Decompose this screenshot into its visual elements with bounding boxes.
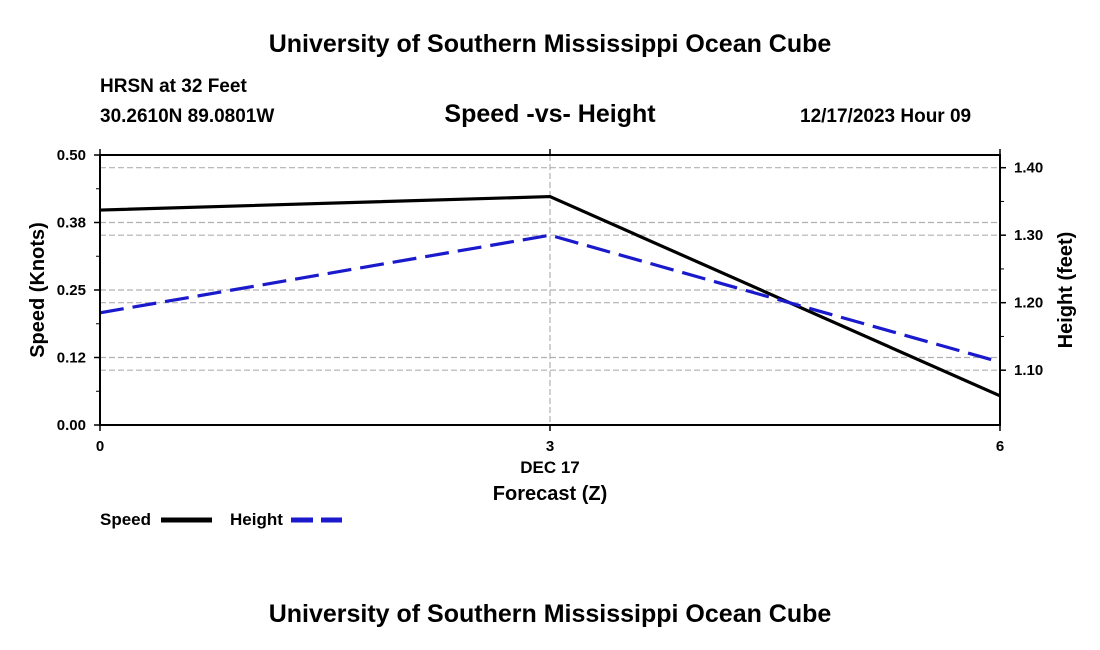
x-date-label: DEC 17 [520, 458, 580, 477]
tick-label-left: 0.25 [57, 282, 86, 299]
tick-label-left: 0.12 [57, 350, 86, 367]
page-title: University of Southern Mississippi Ocean… [268, 30, 832, 58]
series-line-height [99, 233, 1001, 364]
tick-label-x: 6 [996, 438, 1004, 455]
chart-title: Speed -vs- Height [444, 100, 656, 128]
tick-label-right: 1.40 [1014, 160, 1043, 177]
y-axis-right-label: Height (feet) [1055, 232, 1077, 349]
tick-label-right: 1.10 [1014, 362, 1043, 379]
station-label: HRSN at 32 Feet [100, 76, 247, 97]
x-axis-label: Forecast (Z) [493, 483, 607, 505]
tick-label-right: 1.30 [1014, 227, 1043, 244]
tick-label-x: 0 [96, 438, 104, 455]
y-axis-left-label: Speed (Knots) [27, 222, 49, 358]
plot-frame [99, 154, 1001, 426]
legend-height-label: Height [230, 510, 283, 529]
tick-label-left: 0.38 [57, 215, 86, 232]
chart-ticks: 0.00 0.12 0.25 0.38 0.50 1.10 1.20 1.30 1.40 0 3 6 [57, 147, 1043, 455]
legend-speed-label: Speed [100, 510, 151, 529]
tick-label-right: 1.20 [1014, 295, 1043, 312]
tick-label-left: 0.00 [57, 417, 86, 434]
tick-label-left: 0.50 [57, 147, 86, 164]
coordinates-label: 30.2610N 89.0801W [100, 106, 275, 127]
date-label: 12/17/2023 Hour 09 [800, 106, 972, 127]
footer-title: University of Southern Mississippi Ocean… [268, 600, 832, 628]
tick-label-x: 3 [546, 438, 554, 455]
legend: Speed Height [100, 510, 342, 529]
